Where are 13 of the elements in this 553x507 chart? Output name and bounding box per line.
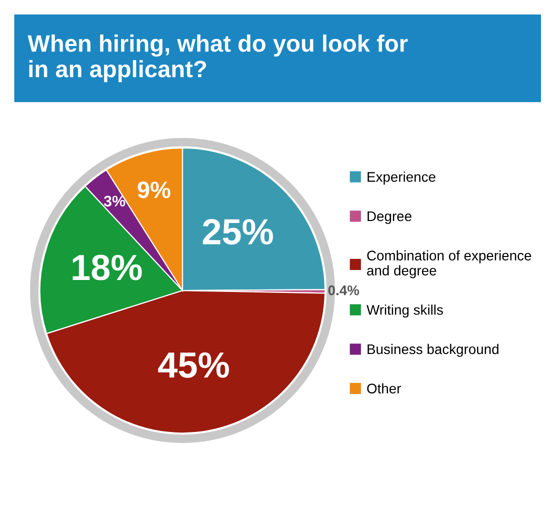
data-label: 45% xyxy=(158,352,229,378)
data-label: 18% xyxy=(72,254,142,280)
data-label: 3% xyxy=(104,196,126,207)
data-label: 25% xyxy=(202,219,273,245)
data-label: 0.4% xyxy=(328,285,360,296)
legend-label: Other xyxy=(367,383,401,394)
legend-label: Business background xyxy=(368,344,498,357)
legend-label: Experience xyxy=(368,172,436,185)
legend-label: Combination of experience and degree xyxy=(367,250,532,278)
legend-label: Degree xyxy=(368,211,412,224)
chart-title: When hiring, what do you look for in an applicant? xyxy=(28,34,408,82)
data-label: 9% xyxy=(138,182,170,198)
legend-label: Writing skills xyxy=(366,304,443,318)
